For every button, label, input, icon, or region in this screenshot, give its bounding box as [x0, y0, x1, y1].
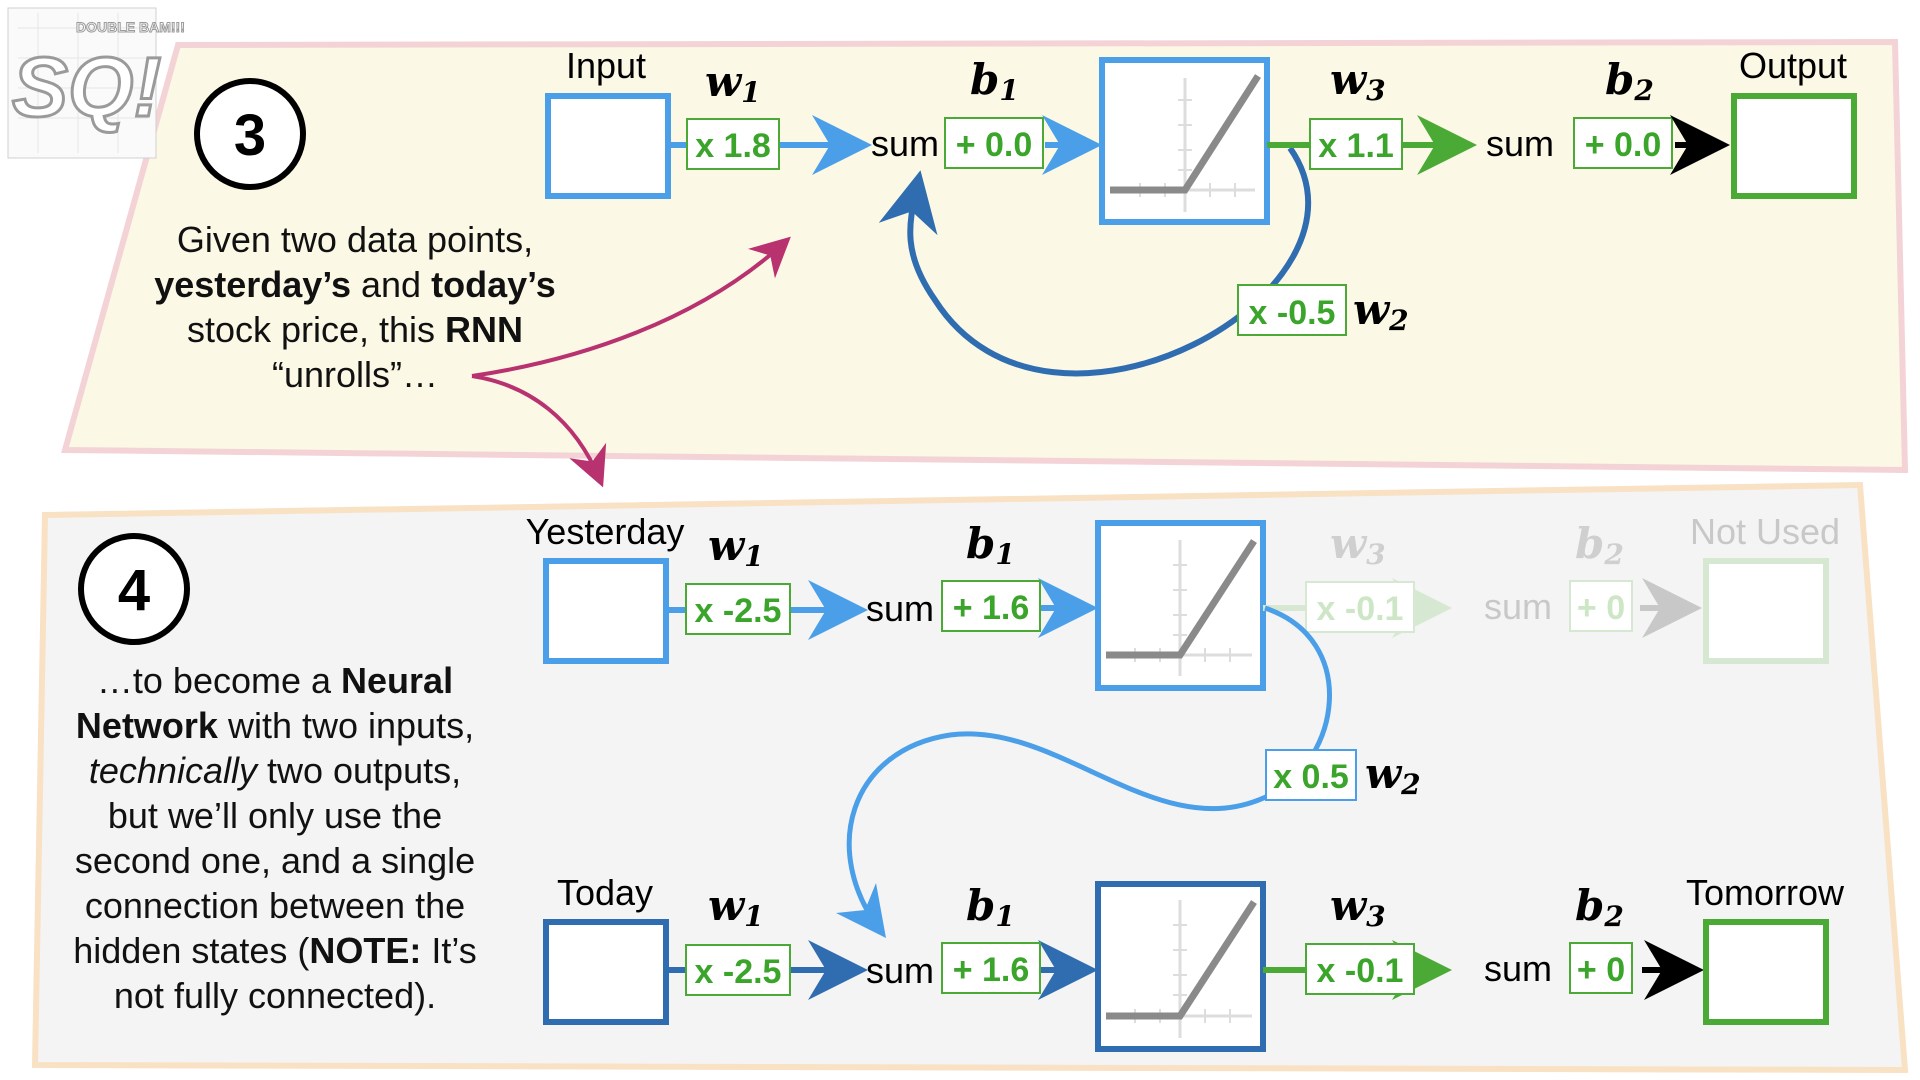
w2-weight-box	[1237, 284, 1347, 336]
panel-3-number-circle	[194, 78, 306, 190]
output-label: Output	[1739, 45, 1847, 86]
panel-4-caption-line: technically two outputs,	[88, 750, 462, 791]
w2-weight-box-unrolled	[1265, 749, 1357, 801]
bottom-w1-weight-value: x -2.5	[695, 953, 782, 991]
bottom-sum-node-2: sum	[1484, 948, 1552, 989]
w1-label: w1	[705, 57, 761, 109]
panel-4-caption-line: …to become a Neural	[96, 660, 454, 701]
input-node	[545, 93, 671, 199]
bottom-relu-activation-node	[1095, 881, 1266, 1052]
bottom-w3-weight-value: x -0.1	[1317, 952, 1404, 990]
top-w1-label: w1	[708, 521, 764, 573]
panel-4-caption-line: not fully connected).	[113, 975, 437, 1016]
bottom-w1-weight-box	[685, 944, 791, 996]
logo-small-text: DOUBLE BAM!!!	[76, 19, 185, 35]
panel-4: 4 Yesterday w1 x -2.5 sum b1 + 1.6 w3 x …	[78, 511, 1845, 1052]
top-w3-label: w3	[1330, 519, 1386, 571]
top-w3-weight-value: x -0.1	[1317, 590, 1404, 628]
panel-3-caption-line: stock price, this RNN	[186, 309, 524, 350]
bottom-b2-bias-box	[1569, 942, 1633, 994]
panel-3-caption-line: yesterday’s and today’s	[154, 264, 556, 305]
unroll-arrow-up	[471, 236, 791, 378]
w3-label: w3	[1330, 55, 1386, 107]
panel-4-caption-line: Network with two inputs,	[75, 705, 475, 746]
b1-bias-value: + 0.0	[956, 126, 1033, 164]
recurrent-feedback-loop	[878, 146, 1311, 377]
top-b1-bias-value: + 1.6	[953, 589, 1030, 627]
w3-weight-value: x 1.1	[1318, 127, 1394, 165]
bottom-b2-label: b2	[1575, 881, 1624, 933]
panel-4-number: 4	[118, 558, 150, 623]
panel-4-number-circle	[78, 533, 190, 645]
bottom-b1-bias-value: + 1.6	[953, 951, 1030, 989]
bottom-b1-bias-box	[941, 942, 1041, 994]
b1-bias-box	[944, 117, 1044, 169]
top-relu-activation-node	[1095, 520, 1266, 691]
today-input-node	[543, 919, 669, 1025]
panel-3: 3 Input w1 x 1.8 sum b1 + 0.0 x -0.5 w2 …	[194, 45, 1857, 488]
panel-3-caption-line: “unrolls”…	[271, 354, 439, 395]
bottom-w1-label: w1	[708, 881, 764, 933]
top-b1-label: b1	[966, 519, 1015, 571]
panel-3-number: 3	[234, 103, 266, 168]
top-w1-weight-value: x -2.5	[695, 592, 782, 630]
b1-label: b1	[970, 55, 1019, 107]
hidden-state-connection	[836, 605, 1332, 939]
w1-weight-value: x 1.8	[695, 127, 771, 165]
input-label: Input	[566, 45, 646, 86]
statquest-logo: SQ! DOUBLE BAM!!!	[7, 7, 185, 159]
w3-weight-box	[1309, 118, 1403, 170]
w2-weight-value: x -0.5	[1249, 294, 1336, 332]
bottom-w3-label: w3	[1330, 881, 1386, 933]
bottom-b2-bias-value: + 0	[1577, 951, 1625, 989]
top-w3-weight-box	[1305, 581, 1415, 633]
w2-label-unrolled: w2	[1365, 749, 1421, 801]
yesterday-input-node	[543, 558, 669, 664]
w1-weight-box	[686, 118, 780, 170]
today-label: Today	[557, 872, 653, 913]
logo-main-text: SQ!	[12, 40, 161, 134]
b2-label: b2	[1605, 55, 1654, 107]
top-w1-weight-box	[685, 583, 791, 635]
unroll-arrow-down	[471, 374, 607, 488]
not-used-label: Not Used	[1690, 511, 1840, 552]
top-sum-node-2: sum	[1484, 586, 1552, 627]
output-node	[1731, 93, 1857, 199]
w2-label: w2	[1353, 285, 1409, 337]
top-b1-bias-box	[941, 580, 1041, 632]
tomorrow-label: Tomorrow	[1686, 872, 1845, 913]
bottom-w3-weight-box	[1305, 943, 1415, 995]
panel-4-caption-line: second one, and a single	[74, 840, 476, 881]
panel-3-caption-line: Given two data points,	[176, 219, 534, 260]
panel-4-caption-line: connection between the	[84, 885, 466, 926]
yesterday-label: Yesterday	[526, 511, 685, 552]
bottom-b1-label: b1	[966, 881, 1015, 933]
w2-weight-value-unrolled: x 0.5	[1273, 758, 1349, 796]
panel-4-caption: …to become a Neural Network with two inp…	[40, 658, 510, 1018]
tomorrow-output-node	[1703, 919, 1829, 1025]
not-used-output-node	[1703, 558, 1829, 664]
panel-4-caption-line: hidden states (NOTE: It’s	[73, 930, 477, 971]
relu-activation-node	[1099, 57, 1270, 225]
sum-node-2: sum	[1486, 123, 1554, 164]
panel-4-caption-line: but we’ll only use the	[107, 795, 443, 836]
top-sum-node-1: sum	[866, 588, 934, 629]
bottom-sum-node-1: sum	[866, 950, 934, 991]
top-b2-bias-box	[1569, 580, 1633, 632]
panel-3-caption: Given two data points, yesterday’s and t…	[115, 217, 595, 397]
top-b2-label: b2	[1575, 519, 1624, 571]
sum-node-1: sum	[871, 123, 939, 164]
b2-bias-value: + 0.0	[1585, 126, 1662, 164]
top-b2-bias-value: + 0	[1577, 589, 1625, 627]
